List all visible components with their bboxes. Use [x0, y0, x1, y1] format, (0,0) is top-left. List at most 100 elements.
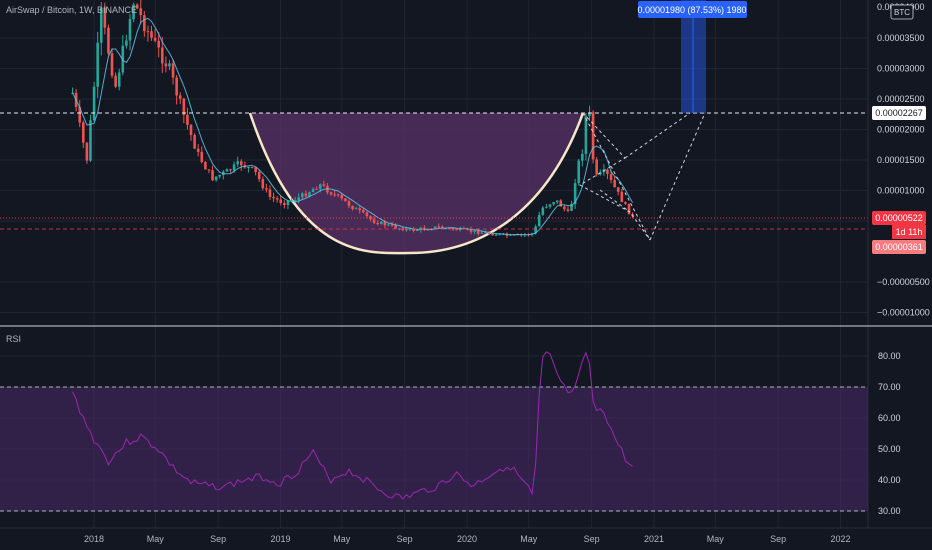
candle-body — [132, 4, 135, 20]
candle-body — [347, 201, 351, 206]
candle-body — [537, 214, 541, 227]
candle-body — [494, 234, 498, 236]
candle-body — [408, 228, 412, 230]
candle-body — [570, 204, 573, 211]
candle-body — [379, 221, 383, 225]
candle-body — [150, 31, 153, 38]
target-low-label-bg — [872, 240, 926, 254]
time-tick-label: 2021 — [644, 534, 664, 544]
candle-body — [189, 124, 193, 136]
last-price-label-bg — [872, 211, 926, 225]
candle-body — [498, 233, 502, 235]
rsi-line — [72, 351, 633, 500]
time-tick-label: 2020 — [457, 534, 477, 544]
measure-tooltip-bg — [638, 1, 747, 18]
candle-body — [268, 189, 272, 197]
rsi-label[interactable]: RSI — [6, 334, 21, 344]
candle-body — [168, 63, 171, 67]
candle-body — [153, 37, 157, 41]
time-tick-label: 2018 — [84, 534, 104, 544]
candle-body — [239, 161, 243, 166]
candle-body — [318, 184, 322, 190]
time-tick-label: May — [333, 534, 351, 544]
candle-body — [275, 198, 279, 200]
candle-body — [247, 167, 250, 169]
candle-body — [236, 161, 239, 165]
candle-body — [624, 202, 627, 204]
candle-body — [301, 193, 304, 198]
candle-body — [473, 230, 476, 232]
candle-body — [297, 197, 301, 201]
candle-body — [143, 15, 146, 32]
candle-body — [283, 203, 286, 206]
candle-body — [257, 171, 261, 180]
currency-badge-bg[interactable] — [890, 4, 914, 20]
projection-lines — [578, 112, 706, 241]
candle-body — [315, 188, 318, 190]
candle-body — [135, 4, 139, 9]
candle-body — [383, 221, 387, 226]
candle-body — [559, 200, 563, 207]
symbol-title[interactable]: AirSwap / Bitcoin, 1W, BINANCE — [6, 5, 137, 15]
candle-body — [584, 116, 588, 154]
candle-body — [595, 159, 598, 175]
currency-badge[interactable]: BTC — [894, 8, 910, 17]
candle-body — [541, 207, 545, 215]
candle-body — [254, 167, 257, 172]
time-tick-label: May — [707, 534, 725, 544]
price-tick-label: 0.00003000 — [877, 64, 925, 74]
price-tick-label: 0.00003500 — [877, 33, 925, 43]
candle-body — [218, 174, 222, 177]
candle-body — [448, 227, 451, 229]
candle-body — [552, 202, 555, 205]
candle-body — [581, 153, 584, 161]
candle-body — [107, 27, 110, 54]
candle-body — [394, 225, 397, 229]
candle-body — [78, 106, 82, 123]
rsi-tick-label: 60.00 — [878, 413, 901, 423]
candle-body — [354, 208, 358, 210]
candle-body — [491, 233, 494, 236]
price-tick-label: 0.00002000 — [877, 125, 925, 135]
candle-body — [362, 210, 365, 213]
time-tick-label: Sep — [210, 534, 226, 544]
candle-body — [563, 206, 566, 210]
candle-body — [545, 206, 548, 208]
rsi-tick-label: 50.00 — [878, 444, 901, 454]
candle-body — [555, 200, 559, 203]
price-tick-label: 0.00001500 — [877, 155, 925, 165]
candle-body — [272, 196, 275, 199]
time-tick-label: Sep — [770, 534, 786, 544]
candle-body — [196, 148, 200, 152]
candle-body — [114, 75, 117, 87]
candle-body — [344, 198, 347, 202]
price-axis-panel[interactable] — [868, 0, 932, 326]
candle-body — [613, 180, 616, 188]
candle-body — [286, 200, 290, 206]
moving-average-line — [72, 17, 634, 236]
candle-body — [390, 224, 394, 226]
candle-body — [164, 63, 168, 67]
candle-body — [82, 122, 85, 143]
candle-body — [437, 226, 441, 228]
candle-body — [225, 169, 229, 172]
rsi-band — [0, 387, 868, 511]
candle-body — [99, 7, 103, 43]
candle-body — [620, 191, 624, 203]
candle-body — [573, 183, 577, 205]
candle-body — [616, 187, 620, 192]
candle-body — [204, 162, 207, 170]
time-tick-label: 2022 — [830, 534, 850, 544]
last-price-label: 0.00000522 — [875, 213, 923, 223]
candle-body — [117, 72, 121, 87]
candle-body — [609, 173, 613, 181]
time-tick-label: May — [520, 534, 538, 544]
candle-body — [200, 151, 204, 163]
candle-body — [365, 212, 369, 217]
resistance-label-bg — [872, 106, 926, 120]
time-tick-labels[interactable]: 2018 May Sep 2019 May Sep 2020 May Sep 2021 May Sep… — [84, 534, 851, 544]
candle-body — [588, 112, 591, 117]
price-tick-label: 0.00001000 — [877, 186, 925, 196]
candle-body — [412, 228, 415, 231]
